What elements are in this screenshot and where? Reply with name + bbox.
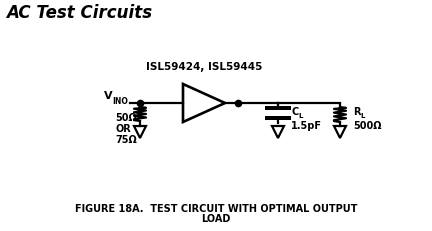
Text: LOAD: LOAD	[201, 213, 231, 223]
Text: INO: INO	[112, 97, 128, 106]
Text: V: V	[104, 91, 113, 100]
Text: 75Ω: 75Ω	[115, 134, 137, 144]
Text: L: L	[298, 112, 302, 119]
Text: OR: OR	[115, 123, 131, 134]
Text: R: R	[353, 106, 360, 116]
Polygon shape	[183, 85, 225, 122]
Text: 1.5pF: 1.5pF	[291, 121, 322, 131]
Text: C: C	[291, 106, 298, 116]
Text: 500Ω: 500Ω	[353, 121, 381, 131]
Text: L: L	[360, 112, 364, 119]
Text: ISL59424, ISL59445: ISL59424, ISL59445	[146, 62, 262, 72]
Text: AC Test Circuits: AC Test Circuits	[6, 4, 152, 22]
Text: FIGURE 18A.  TEST CIRCUIT WITH OPTIMAL OUTPUT: FIGURE 18A. TEST CIRCUIT WITH OPTIMAL OU…	[75, 203, 357, 213]
Text: 50Ω: 50Ω	[115, 112, 137, 122]
